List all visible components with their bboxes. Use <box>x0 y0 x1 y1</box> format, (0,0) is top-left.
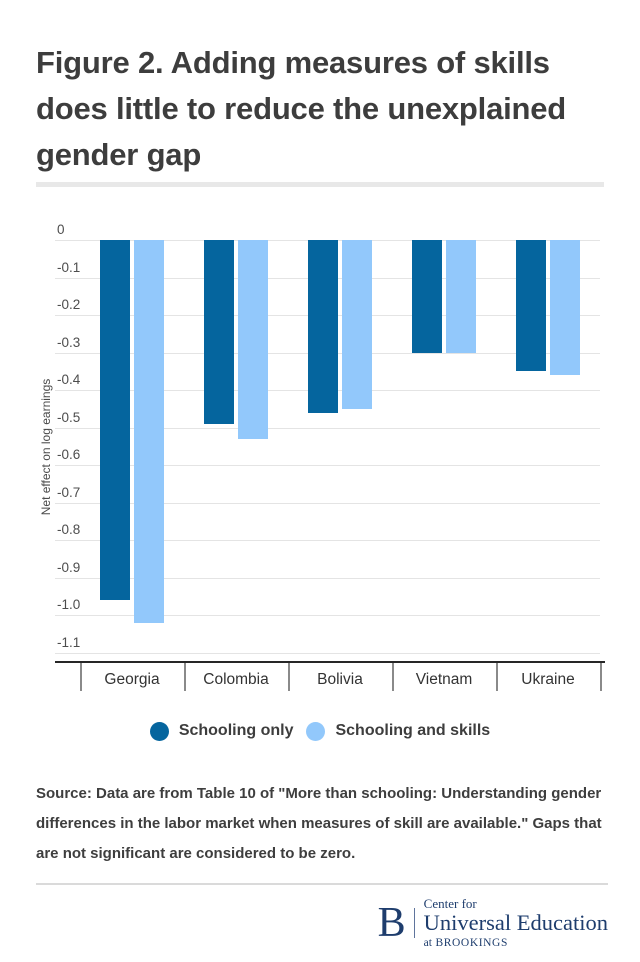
bar-georgia-schooling-and-skills <box>134 240 164 623</box>
y-axis-title: Net effect on log earnings <box>39 378 53 516</box>
y-tick-label: 0 <box>57 222 65 237</box>
gridline <box>55 652 600 654</box>
category-tick <box>496 663 498 691</box>
logo-divider <box>413 908 415 938</box>
gridline <box>55 577 600 579</box>
bar-georgia-schooling-only <box>100 240 130 600</box>
bar-ukraine-schooling-and-skills <box>550 240 580 375</box>
gridline <box>55 540 600 541</box>
category-tick <box>392 663 394 691</box>
chart: Net effect on log earnings 0 -0.1 -0.2 -0.3… <box>0 222 640 703</box>
x-axis-label-georgia: Georgia <box>104 671 160 688</box>
x-axis-label-vietnam: Vietnam <box>415 671 473 688</box>
gridline <box>55 502 600 504</box>
x-axis-line <box>55 661 605 663</box>
bar-bolivia-schooling-only <box>308 240 338 413</box>
category-tick <box>184 663 186 691</box>
y-tick-label: -0.3 <box>57 334 81 350</box>
figure-title: Figure 2. Adding measures of skills does… <box>36 45 567 172</box>
category-tick <box>288 663 290 691</box>
logo-brookings: BROOKINGS <box>435 936 508 949</box>
gridline <box>55 427 600 429</box>
y-tick-label: -0.5 <box>57 409 81 425</box>
bar-colombia-schooling-and-skills <box>238 240 268 439</box>
y-tick-label: -0.7 <box>57 484 81 500</box>
logo-text: Center for Universal Education at BROOKI… <box>424 897 608 949</box>
bar-bolivia-schooling-and-skills <box>342 240 372 409</box>
y-tick-label: -0.1 <box>57 259 81 275</box>
legend-swatch <box>149 721 169 741</box>
y-tick-label: -0.4 <box>57 372 81 387</box>
y-tick-label: -1.1 <box>57 634 81 650</box>
gridline <box>55 615 600 616</box>
legend-swatch <box>306 721 326 741</box>
x-axis-label-bolivia: Bolivia <box>317 671 363 688</box>
y-tick-label: -0.6 <box>57 447 81 462</box>
x-axis-label-ukraine: Ukraine <box>521 671 575 688</box>
bar-ukraine-schooling-only <box>516 240 546 372</box>
legend-label: Schooling and skills <box>335 722 491 739</box>
gridline <box>55 465 600 466</box>
y-tick-label: -0.9 <box>57 559 81 575</box>
legend-label: Schooling only <box>178 722 294 739</box>
logo-at: at <box>423 936 432 949</box>
y-tick-label: -0.2 <box>57 297 81 312</box>
bar-colombia-schooling-only <box>204 240 234 424</box>
logo-universal-education: Universal Education <box>423 910 608 935</box>
bar-vietnam-schooling-and-skills <box>446 240 476 353</box>
footer-divider <box>36 883 608 885</box>
legend-item: Schooling and skills <box>306 721 491 741</box>
category-tick <box>600 663 602 691</box>
legend-item: Schooling only <box>149 721 294 741</box>
brookings-logo: B Center for Universal Education at BROO… <box>378 897 608 949</box>
category-tick <box>80 663 82 691</box>
title-divider <box>36 182 604 187</box>
x-axis-label-colombia: Colombia <box>203 671 269 688</box>
legend: Schooling only Schooling and skills <box>0 718 640 744</box>
y-tick-label: -0.8 <box>57 522 81 537</box>
source-note: Source: Data are from Table 10 of "More … <box>36 785 602 862</box>
y-tick-label: -1.0 <box>57 597 81 612</box>
logo-at-brookings: at BROOKINGS <box>423 936 608 950</box>
logo-b-mark: B <box>377 900 406 946</box>
logo-center-for: Center for <box>423 896 477 911</box>
bar-vietnam-schooling-only <box>412 240 442 353</box>
